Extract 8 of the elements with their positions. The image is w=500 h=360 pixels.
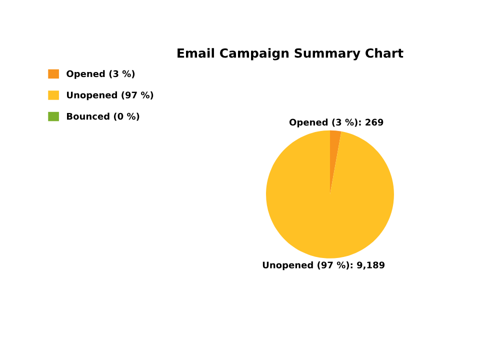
legend-label: Unopened (97 %) [67, 91, 154, 100]
legend-label: Opened (3 %) [66, 70, 135, 79]
data-label: Unopened (97 %): 9,189 [262, 261, 385, 270]
data-label: Opened (3 %): 269 [289, 118, 384, 128]
chart-title: Email Campaign Summary Chart [178, 48, 404, 60]
pie-slice [266, 130, 394, 258]
legend-label: Bounced (0 %) [67, 112, 140, 121]
pie-slice [330, 130, 342, 194]
